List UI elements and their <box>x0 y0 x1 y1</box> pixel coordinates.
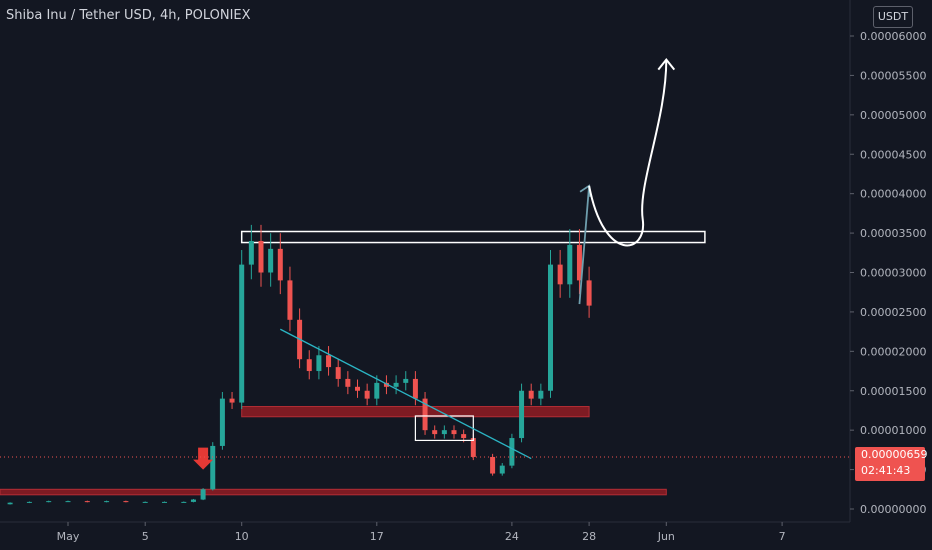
candle-body <box>104 501 110 503</box>
candle-body <box>538 390 544 399</box>
price-tick-label: 0.00004500 <box>860 148 926 161</box>
candle-body <box>403 378 409 383</box>
candle-body <box>200 489 206 500</box>
candle-body <box>268 248 274 273</box>
candle-body <box>219 398 225 446</box>
projection-top-arrowhead <box>657 58 676 71</box>
bar-countdown: 02:41:43 <box>861 464 911 477</box>
candle-body <box>335 367 341 379</box>
time-axis[interactable]: May 5 10 17 24 28 Jun 7 <box>57 522 786 543</box>
time-tick-label: 10 <box>235 530 249 543</box>
candle-body <box>364 390 370 399</box>
candle-body <box>84 501 90 503</box>
candle-body <box>306 359 312 372</box>
candle-body <box>123 501 129 503</box>
price-tick-label: 0.00005500 <box>860 69 926 82</box>
chart-title: Shiba Inu / Tether USD, 4h, POLONIEX <box>6 8 251 23</box>
last-price-tag: 0.00000659 02:41:43 <box>855 447 928 481</box>
price-tick-label: 0.00001500 <box>860 385 926 398</box>
price-tick-label: 0.00002500 <box>860 306 926 319</box>
candle-body <box>586 280 592 306</box>
candle-body <box>326 355 332 368</box>
candle-body <box>181 501 187 503</box>
projection-leg[interactable] <box>578 185 590 305</box>
candle-body <box>65 501 71 503</box>
candle-body <box>287 280 293 320</box>
time-tick-label: 5 <box>142 530 149 543</box>
time-tick-label: 17 <box>370 530 384 543</box>
price-tick-label: 0.00005000 <box>860 109 926 122</box>
support-zone[interactable] <box>0 488 667 496</box>
descending-trendline[interactable] <box>280 328 532 460</box>
zones-layer <box>0 230 706 496</box>
support-zone[interactable] <box>241 406 590 418</box>
time-tick-label: 24 <box>505 530 519 543</box>
resistance-zone[interactable] <box>240 230 706 244</box>
price-tick-label: 0.00006000 <box>860 30 926 43</box>
candle-body <box>210 445 216 490</box>
candle-body <box>383 382 389 387</box>
time-tick-label: 7 <box>779 530 786 543</box>
candle-body <box>509 438 515 466</box>
projection-curve[interactable] <box>588 59 668 247</box>
candle-body <box>316 355 322 372</box>
price-tick-label: 0.00002000 <box>860 345 926 358</box>
price-axis[interactable]: 0.00006000 0.00005500 0.00005000 0.00004500… <box>850 30 926 516</box>
candle-body <box>26 501 32 503</box>
candle-body <box>461 434 467 439</box>
candle-body <box>393 382 399 387</box>
candle-body <box>519 390 525 439</box>
price-tick-label: 0.00004000 <box>860 188 926 201</box>
down-arrow-marker[interactable] <box>193 447 214 470</box>
candle-body <box>46 501 52 503</box>
candle-body <box>345 378 351 387</box>
currency-button[interactable]: USDT <box>873 6 913 28</box>
price-tick-label: 0.00003500 <box>860 227 926 240</box>
candle-body <box>374 382 380 399</box>
candle-body <box>422 398 428 431</box>
candle-body <box>432 430 438 435</box>
candle-body <box>162 501 167 503</box>
candle-body <box>441 430 447 435</box>
time-tick-label: 28 <box>582 530 596 543</box>
price-tick-label: 0.00000000 <box>860 503 926 516</box>
candle-body <box>412 378 418 399</box>
candle-body <box>557 264 563 285</box>
candle-body <box>490 456 496 474</box>
time-tick-label: Jun <box>657 530 675 543</box>
candle-body <box>355 386 360 391</box>
candle-body <box>277 248 283 281</box>
candle-body <box>528 390 534 399</box>
price-tick-label: 0.00001000 <box>860 424 926 437</box>
candle-body <box>239 264 245 403</box>
candle-body <box>470 438 476 457</box>
last-price-value: 0.00000659 <box>861 448 928 461</box>
candle-body <box>7 502 13 505</box>
candle-body <box>567 244 573 285</box>
candle-body <box>190 499 196 502</box>
time-tick-label: May <box>57 530 80 543</box>
candle-body <box>499 465 505 474</box>
candle-body <box>576 244 582 281</box>
price-tick-label: 0.00003000 <box>860 267 926 280</box>
candle-body <box>258 240 264 273</box>
candle-body <box>548 264 553 391</box>
candle-body <box>229 398 235 403</box>
candle-body <box>451 430 457 435</box>
annotations-layer <box>193 58 676 470</box>
candle-body <box>248 240 254 265</box>
candle-body <box>142 501 148 503</box>
